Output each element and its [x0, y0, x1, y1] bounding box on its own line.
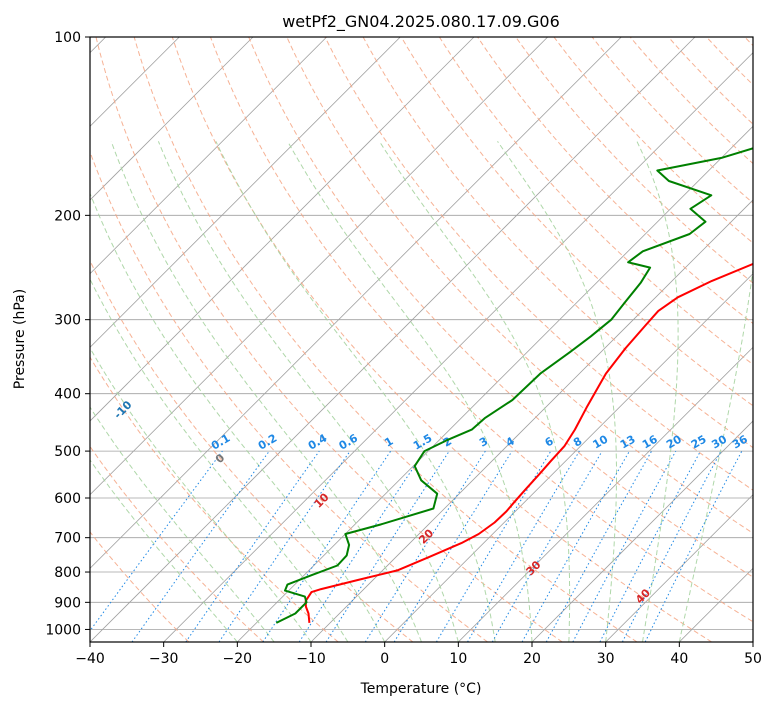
x-tick-label: −10 [296, 651, 326, 667]
dry-adiabat-line [286, 37, 753, 534]
moist-adiabat-line [90, 459, 238, 642]
moist-adiabat-line [215, 141, 496, 642]
dry-adiabat-line [90, 150, 488, 642]
moist-adiabat-line [497, 141, 617, 642]
y-tick-label: 700 [54, 531, 81, 547]
dry-adiabat-line [90, 531, 190, 642]
isotherm-line [384, 273, 753, 642]
plot-contents: -100-90-80-70-60-50-40-30-20-10010203040… [90, 37, 753, 642]
sounding-series [275, 147, 753, 624]
mixing-ratio-line [185, 450, 320, 642]
dry-adiabat-line [477, 37, 753, 325]
y-tick-label: 1000 [45, 622, 81, 638]
dry-adiabat-line [591, 37, 753, 204]
isotherm-line [458, 346, 753, 642]
plot-area [90, 37, 753, 642]
dry-adiabat-line [324, 37, 753, 491]
x-tick-label: −30 [149, 651, 179, 667]
mixing-ratio-line [325, 450, 450, 642]
x-tick-label: 30 [597, 651, 615, 667]
mixing-ratio-line [131, 450, 270, 642]
mixing-ratio-line [467, 450, 580, 642]
moist-adiabat-line [678, 265, 753, 642]
y-axis-ticks: 100 200 300 400 500 600 700 800 900 1000 [45, 30, 90, 638]
dewpoint-profile-line [275, 147, 753, 624]
moist-adiabat-line [287, 141, 533, 642]
x-axis-ticks: −40 −30 −20 −10 0 10 20 30 40 50 [75, 642, 762, 667]
isotherm-line [90, 37, 254, 201]
mixing-ratio-line [90, 450, 223, 632]
chart-title: wetPf2_GN04.2025.080.17.09.G06 [282, 12, 560, 32]
y-tick-label: 300 [54, 313, 81, 329]
isotherm-line [90, 37, 475, 422]
y-tick-label: 400 [54, 387, 81, 403]
mixing-ratio-line [545, 450, 653, 642]
mixing-ratio-line [393, 450, 513, 642]
moist-adiabats [90, 141, 753, 642]
moist-adiabat-line [636, 141, 679, 642]
x-tick-label: −20 [223, 651, 253, 667]
isotherm-line [90, 37, 622, 569]
isotherm-line [237, 125, 753, 642]
moist-adiabat-line [110, 141, 422, 642]
temperature-profile-line [304, 262, 753, 623]
dry-adiabat-line [553, 37, 753, 244]
moist-adiabat-line [90, 406, 275, 642]
dry-adiabat-line [400, 37, 753, 407]
isotherm-line [605, 494, 753, 642]
mixing-ratio-line [364, 450, 486, 642]
y-tick-label: 600 [54, 491, 81, 507]
x-tick-label: 10 [449, 651, 467, 667]
isotherm-line [90, 37, 548, 496]
dry-adiabat-line [210, 37, 753, 623]
dry-adiabat-line [90, 259, 414, 642]
x-tick-label: 40 [670, 651, 688, 667]
x-tick-label: 50 [744, 651, 762, 667]
pressure-gridlines [90, 37, 753, 630]
isotherm-line [90, 37, 401, 348]
x-tick-label: −40 [75, 651, 105, 667]
moist-adiabat-line [157, 141, 459, 642]
dry-adiabat-line [133, 37, 638, 642]
mixing-ratio-line [218, 450, 351, 642]
isotherm-line [531, 420, 753, 642]
moist-adiabat-line [378, 141, 571, 642]
x-axis-title: Temperature (°C) [360, 681, 482, 697]
moist-adiabat-line [90, 277, 349, 642]
y-tick-label: 100 [54, 30, 81, 46]
x-tick-label: 20 [523, 651, 541, 667]
dry-adiabat-line [95, 37, 563, 642]
x-tick-label: 0 [380, 651, 389, 667]
isotherm-line [163, 52, 753, 642]
y-tick-label: 200 [54, 208, 81, 224]
mixing-ratio-line [521, 450, 630, 642]
y-tick-label: 900 [54, 595, 81, 611]
y-tick-label: 500 [54, 444, 81, 460]
dry-adiabat-line [248, 37, 753, 578]
plot-frame [89, 36, 754, 643]
dry-adiabat-line [438, 37, 753, 366]
mixing-ratio-line [491, 450, 603, 642]
dry-adiabat-line [362, 37, 753, 449]
dry-adiabat-line [171, 37, 712, 642]
y-tick-label: 800 [54, 565, 81, 581]
moist-adiabat-line [90, 347, 312, 642]
y-axis-title: Pressure (hPa) [12, 289, 28, 389]
mixing-ratio-line [572, 450, 677, 642]
isotherm-line [90, 37, 327, 275]
